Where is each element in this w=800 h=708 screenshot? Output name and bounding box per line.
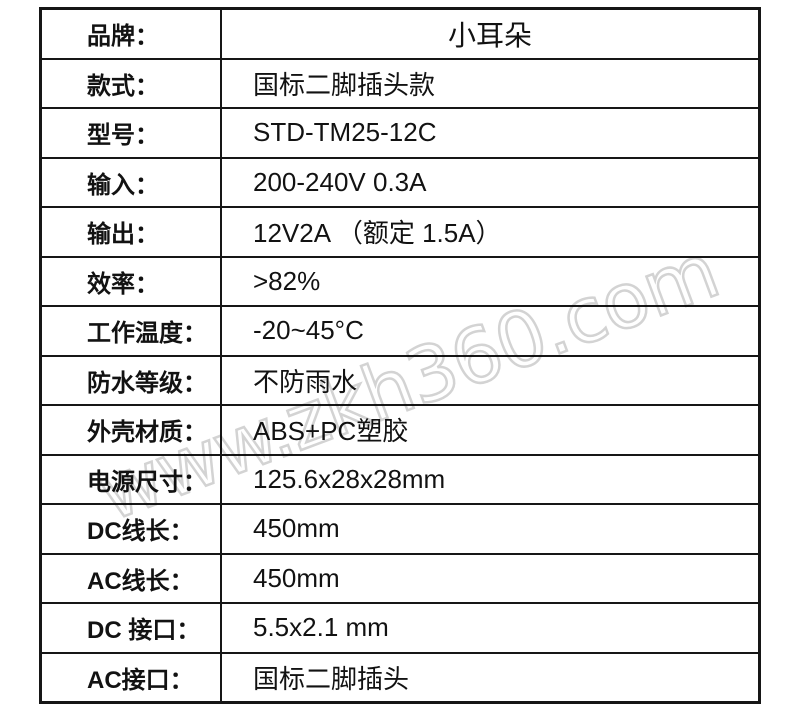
spec-row-model: 型号： STD-TM25-12C xyxy=(42,107,758,157)
spec-label-operating-temperature: 工作温度： xyxy=(42,307,222,355)
spec-row-dc-connector: DC 接口： 5.5x2.1 mm xyxy=(42,602,758,652)
spec-row-operating-temperature: 工作温度： -20~45°C xyxy=(42,305,758,355)
spec-row-waterproof-rating: 防水等级： 不防雨水 xyxy=(42,354,758,404)
spec-label-ac-connector: AC接口： xyxy=(42,653,222,701)
spec-row-efficiency: 效率： >82% xyxy=(42,255,758,305)
spec-label-brand: 品牌： xyxy=(42,10,222,58)
spec-label-model: 型号： xyxy=(42,109,222,157)
spec-value-power-dimensions: 125.6x28x28mm xyxy=(253,463,446,494)
spec-row-style: 款式： 国标二脚插头款 xyxy=(42,57,758,107)
spec-value-output: 12V2A （额定 1.5A） xyxy=(253,218,502,249)
spec-label-ac-cable-length: AC线长： xyxy=(42,554,222,602)
spec-row-ac-cable-length: AC线长： 450mm xyxy=(42,552,758,602)
spec-row-brand: 品牌： 小耳朵 xyxy=(42,10,758,58)
spec-label-dc-cable-length: DC线长： xyxy=(42,505,222,553)
spec-value-dc-connector: 5.5x2.1 mm xyxy=(253,612,389,643)
spec-row-power-dimensions: 电源尺寸： 125.6x28x28mm xyxy=(42,453,758,503)
spec-value-shell-material: ABS+PC塑胶 xyxy=(253,416,409,447)
spec-row-output: 输出： 12V2A （额定 1.5A） xyxy=(42,206,758,256)
spec-label-output: 输出： xyxy=(42,208,222,256)
spec-label-power-dimensions: 电源尺寸： xyxy=(42,455,222,503)
spec-label-input: 输入： xyxy=(42,158,222,206)
spec-label-waterproof-rating: 防水等级： xyxy=(42,356,222,404)
spec-row-dc-cable-length: DC线长： 450mm xyxy=(42,503,758,553)
spec-value-operating-temperature: -20~45°C xyxy=(253,315,364,346)
spec-value-style: 国标二脚插头款 xyxy=(253,69,436,100)
spec-label-style: 款式： xyxy=(42,59,222,107)
spec-value-waterproof-rating: 不防雨水 xyxy=(253,366,358,397)
spec-label-shell-material: 外壳材质： xyxy=(42,406,222,454)
spec-row-ac-connector: AC接口： 国标二脚插头 xyxy=(42,651,758,701)
spec-value-model: STD-TM25-12C xyxy=(253,117,437,148)
product-spec-table: 品牌： 小耳朵 款式： 国标二脚插头款 型号： STD-TM25-12C 输入：… xyxy=(39,7,761,704)
spec-value-brand: 小耳朵 xyxy=(447,19,532,51)
spec-label-dc-connector: DC 接口： xyxy=(42,604,222,652)
spec-value-ac-cable-length: 450mm xyxy=(253,562,340,593)
spec-row-input: 输入： 200-240V 0.3A xyxy=(42,156,758,206)
spec-value-efficiency: >82% xyxy=(253,265,321,296)
spec-value-ac-connector: 国标二脚插头 xyxy=(253,663,410,694)
spec-row-shell-material: 外壳材质： ABS+PC塑胶 xyxy=(42,404,758,454)
spec-label-efficiency: 效率： xyxy=(42,257,222,305)
spec-value-input: 200-240V 0.3A xyxy=(253,166,427,197)
spec-value-dc-cable-length: 450mm xyxy=(253,513,340,544)
